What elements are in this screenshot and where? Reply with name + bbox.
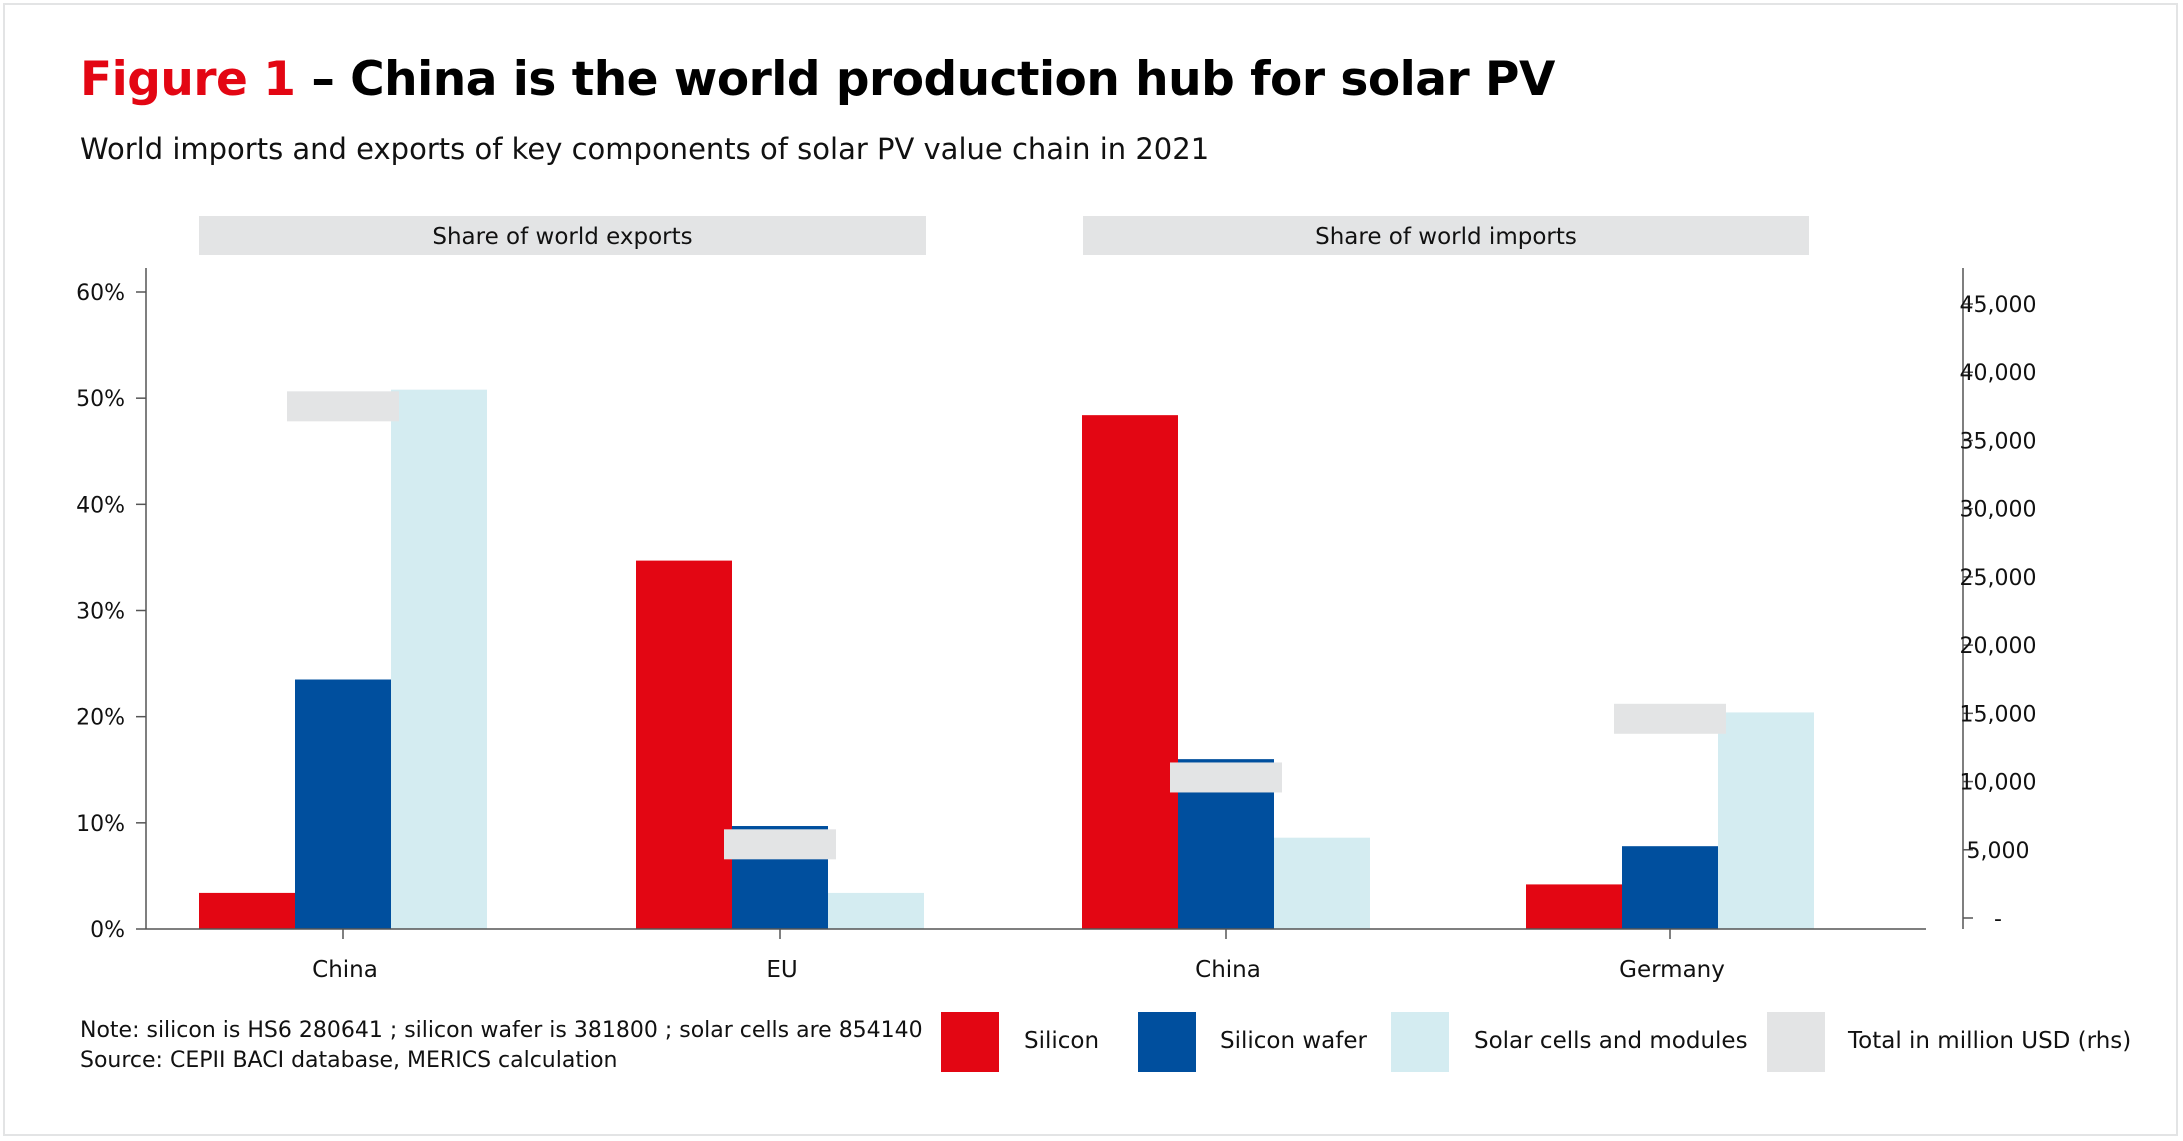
source-note: Note: silicon is HS6 280641 ; silicon wa…: [80, 1016, 923, 1076]
left-y-tick-label: 60%: [76, 281, 125, 306]
legend-swatch-silicon: [941, 1012, 999, 1072]
left-y-tick-label: 10%: [76, 812, 125, 837]
x-tick-label: Germany: [1619, 957, 1725, 983]
bar-silicon: [1082, 415, 1178, 929]
total-marker: [724, 829, 836, 860]
left-y-tick-label: 20%: [76, 706, 125, 731]
left-y-tick-label: 0%: [90, 918, 125, 943]
left-y-tick-label: 50%: [76, 387, 125, 412]
right-y-tick-label: 20,000: [1960, 634, 2037, 659]
legend-label-total: Total in million USD (rhs): [1848, 1028, 2132, 1054]
legend-label-solar-cells: Solar cells and modules: [1474, 1028, 1748, 1054]
right-y-tick-label: 10,000: [1960, 771, 2037, 796]
total-marker: [1614, 703, 1726, 734]
bar-solar-cells: [828, 892, 924, 929]
bar-silicon-wafer: [295, 679, 391, 929]
figure-title: Figure 1 – China is the world production…: [80, 52, 1555, 107]
right-y-tick-label: 15,000: [1960, 702, 2037, 727]
bar-solar-cells: [1274, 837, 1370, 929]
x-tick-label: China: [312, 957, 378, 983]
left-y-tick-label: 30%: [76, 600, 125, 625]
figure-title-text: – China is the world production hub for …: [295, 52, 1555, 107]
legend-label-silicon: Silicon: [1024, 1028, 1100, 1054]
right-y-tick-label: 5,000: [1967, 839, 2030, 864]
bar-silicon-wafer: [1622, 846, 1718, 929]
total-marker: [1170, 762, 1282, 793]
legend-swatch-total: [1767, 1012, 1825, 1072]
bar-silicon: [1526, 884, 1622, 929]
right-y-tick-label: 30,000: [1960, 498, 2037, 523]
figure-subtitle: World imports and exports of key compone…: [80, 132, 1210, 166]
panel-header-box: [199, 216, 926, 255]
figure-number: Figure 1: [80, 52, 296, 107]
legend-swatch-silicon-wafer: [1138, 1012, 1196, 1072]
bar-silicon: [636, 560, 732, 929]
right-y-tick-label: 45,000: [1960, 293, 2037, 318]
left-y-tick-label: 40%: [76, 493, 125, 518]
total-marker: [287, 391, 399, 422]
x-tick-label: China: [1195, 957, 1261, 983]
note-line: Note: silicon is HS6 280641 ; silicon wa…: [80, 1018, 923, 1043]
bar-silicon: [199, 892, 295, 929]
right-y-tick-label: -: [1994, 907, 2002, 932]
right-y-tick-label: 35,000: [1960, 429, 2037, 454]
panel-header-box: [1083, 216, 1809, 255]
right-y-tick-label: 25,000: [1960, 566, 2037, 591]
legend-label-silicon-wafer: Silicon wafer: [1220, 1028, 1367, 1054]
bar-solar-cells: [1718, 712, 1814, 929]
legend-swatch-solar-cells: [1391, 1012, 1449, 1072]
panel-header-label: Share of world imports: [1315, 224, 1577, 250]
panel-header-label: Share of world exports: [432, 224, 692, 250]
bar-solar-cells: [391, 389, 487, 929]
x-tick-label: EU: [766, 957, 797, 983]
source-line: Source: CEPII BACI database, MERICS calc…: [80, 1048, 618, 1073]
right-y-tick-label: 40,000: [1960, 361, 2037, 386]
